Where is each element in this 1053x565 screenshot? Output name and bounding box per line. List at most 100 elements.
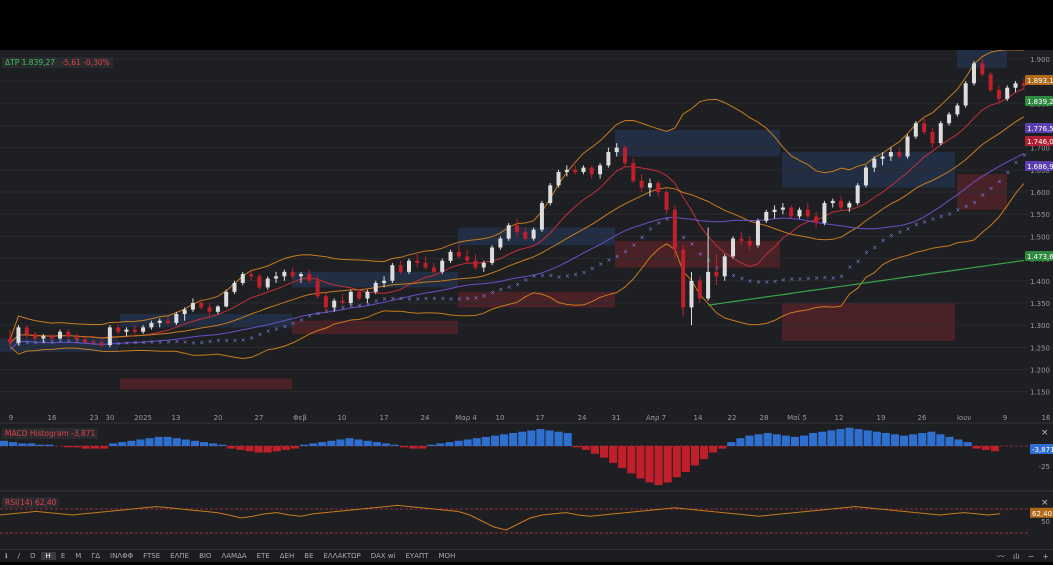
candle-body[interactable] (224, 291, 229, 307)
candle-body[interactable] (107, 327, 112, 346)
candle-body[interactable] (249, 274, 254, 277)
candle-body[interactable] (556, 172, 561, 186)
toolbar-right-icon[interactable]: + (1042, 551, 1049, 561)
macd-legend[interactable]: MACD Histogram -3,871 (2, 428, 99, 439)
candle-body[interactable] (33, 334, 38, 339)
chart-svg[interactable]: × × × × × × × × × × × × × × × × × × × × × × × × × × × × ×× × × ××× × × × × ×… (0, 41, 1053, 561)
toolbar-item[interactable]: ΕΤΕ (256, 552, 270, 560)
candle-body[interactable] (805, 209, 810, 217)
candle-body[interactable] (16, 327, 21, 343)
candle-body[interactable] (706, 271, 711, 299)
candle-body[interactable] (847, 203, 852, 208)
candle-body[interactable] (315, 280, 320, 297)
candlesticks[interactable] (8, 58, 1026, 348)
candle-body[interactable] (174, 314, 179, 323)
candle-body[interactable] (656, 183, 661, 192)
candle-body[interactable] (365, 291, 370, 299)
candle-body[interactable] (423, 263, 428, 268)
toolbar-item[interactable]: Ο (30, 552, 36, 560)
candle-body[interactable] (963, 83, 968, 106)
candle-body[interactable] (298, 274, 303, 277)
candle-body[interactable] (714, 271, 719, 277)
toolbar-item[interactable]: / (17, 552, 21, 560)
candle-body[interactable] (199, 302, 204, 308)
candle-body[interactable] (141, 327, 146, 332)
candle-body[interactable] (406, 260, 411, 272)
candle-body[interactable] (41, 336, 46, 339)
candle-body[interactable] (639, 180, 644, 188)
toolbar-item[interactable]: ΙΝΛΦΦ (110, 552, 134, 560)
candle-body[interactable] (215, 306, 220, 312)
toolbar-item[interactable]: Μ (75, 552, 82, 560)
candle-body[interactable] (739, 238, 744, 241)
candle-body[interactable] (91, 341, 96, 343)
candle-body[interactable] (149, 322, 154, 328)
candle-body[interactable] (855, 185, 860, 204)
toolbar-item[interactable]: ΔΕΗ (279, 552, 295, 560)
rsi-legend[interactable]: RSI(14) 62,40 (2, 497, 60, 508)
candle-body[interactable] (614, 147, 619, 153)
candle-body[interactable] (647, 183, 652, 188)
candle-body[interactable] (440, 260, 445, 272)
candle-body[interactable] (348, 291, 353, 303)
time-axis[interactable]: 9 16 23 30 2025 13 20 27 Φεβ 10 17 24 Μαρ 4 10 17 24 31 Α… (9, 414, 1051, 422)
candle-body[interactable] (465, 256, 470, 261)
candle-body[interactable] (897, 152, 902, 157)
candle-body[interactable] (282, 271, 287, 277)
candle-body[interactable] (240, 274, 245, 283)
candle-body[interactable] (888, 152, 893, 157)
candle-body[interactable] (373, 282, 378, 292)
candle-body[interactable] (431, 267, 436, 272)
candle-body[interactable] (8, 338, 13, 343)
candle-body[interactable] (66, 331, 71, 337)
toolbar-item[interactable]: ΒΙΟ (199, 552, 212, 560)
candle-body[interactable] (922, 123, 927, 133)
candle-body[interactable] (822, 203, 827, 224)
candle-body[interactable] (157, 320, 162, 323)
rsi-close-icon[interactable]: × (1041, 498, 1049, 508)
candle-body[interactable] (839, 200, 844, 208)
candle-body[interactable] (1021, 83, 1026, 86)
candle-body[interactable] (116, 327, 121, 332)
candle-body[interactable] (274, 276, 279, 279)
candle-body[interactable] (1005, 87, 1010, 99)
candle-body[interactable] (207, 307, 212, 312)
candle-body[interactable] (357, 291, 362, 299)
toolbar-item[interactable]: ΒΕ (304, 552, 314, 560)
toolbar-right-icon[interactable]: ılı (1012, 551, 1020, 561)
candle-body[interactable] (913, 123, 918, 137)
candle-body[interactable] (124, 329, 129, 332)
toolbar-right-icon[interactable]: − (1027, 551, 1035, 561)
candle-body[interactable] (623, 147, 628, 164)
candle-body[interactable] (581, 167, 586, 173)
toolbar-item[interactable]: Η (40, 552, 56, 560)
candle-body[interactable] (498, 238, 503, 248)
candle-body[interactable] (747, 240, 752, 246)
toolbar-item[interactable]: ΜΟΗ (438, 552, 456, 560)
candle-body[interactable] (789, 207, 794, 217)
candle-body[interactable] (456, 251, 461, 257)
candle-body[interactable] (780, 207, 785, 210)
candle-body[interactable] (523, 231, 528, 239)
candle-body[interactable] (539, 203, 544, 230)
candle-body[interactable] (722, 256, 727, 277)
candle-body[interactable] (606, 152, 611, 166)
candle-body[interactable] (58, 331, 63, 339)
candle-body[interactable] (980, 63, 985, 75)
candle-body[interactable] (132, 329, 137, 332)
candle-body[interactable] (573, 169, 578, 173)
candle-body[interactable] (415, 260, 420, 263)
toolbar-right-icon[interactable]: 〰 (996, 551, 1005, 561)
candle-body[interactable] (257, 276, 262, 288)
macd-close-icon[interactable]: × (1041, 428, 1049, 438)
symbol-legend[interactable]: ΔΤΡ 1.839,27 -5,61 -0,30% (2, 57, 113, 68)
candle-body[interactable] (589, 167, 594, 175)
candle-body[interactable] (938, 123, 943, 144)
candle-body[interactable] (814, 216, 819, 224)
candle-body[interactable] (323, 296, 328, 308)
candle-body[interactable] (731, 238, 736, 257)
candle-body[interactable] (930, 132, 935, 144)
candle-body[interactable] (631, 163, 636, 181)
candle-body[interactable] (490, 247, 495, 263)
